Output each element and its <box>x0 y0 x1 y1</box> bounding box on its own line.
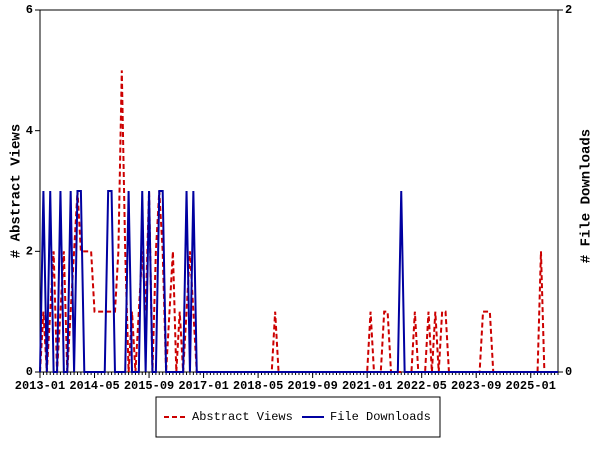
legend-label: File Downloads <box>330 410 431 424</box>
x-tick-label: 2014-05 <box>69 379 119 393</box>
series-line <box>39 190 558 373</box>
series-line <box>39 70 558 373</box>
y2-tick-label: 2 <box>565 3 572 17</box>
y-tick-label: 6 <box>26 3 33 17</box>
x-tick-label: 2017-01 <box>178 379 228 393</box>
x-tick-label: 2022-05 <box>396 379 446 393</box>
legend-label: Abstract Views <box>192 410 293 424</box>
x-tick-label: 2019-09 <box>287 379 337 393</box>
y-tick-label: 2 <box>26 245 33 259</box>
y-tick-label: 4 <box>26 124 33 138</box>
x-tick-label: 2013-01 <box>15 379 65 393</box>
x-tick-label: 2025-01 <box>506 379 556 393</box>
y-tick-label: 0 <box>26 365 33 379</box>
legend <box>155 396 441 438</box>
y2-axis-title: # File Downloads <box>579 129 595 263</box>
x-tick-label: 2015-09 <box>124 379 174 393</box>
plot-frame <box>39 9 559 373</box>
x-tick-label: 2018-05 <box>233 379 283 393</box>
y-axis-title: # Abstract Views <box>9 124 25 258</box>
x-tick-label: 2023-09 <box>451 379 501 393</box>
x-tick-label: 2021-01 <box>342 379 392 393</box>
y2-tick-label: 0 <box>565 365 572 379</box>
